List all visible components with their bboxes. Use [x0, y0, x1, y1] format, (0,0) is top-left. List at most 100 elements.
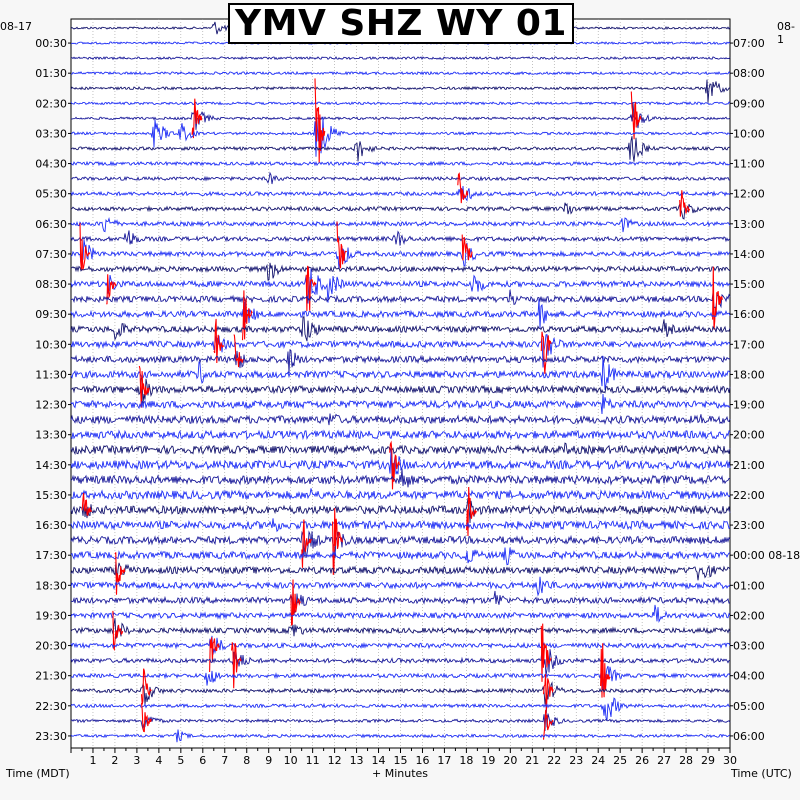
x-tick-label: 4 [155, 754, 162, 767]
event-burst [540, 331, 552, 374]
trace-row [70, 590, 731, 614]
trace-row [70, 230, 731, 246]
left-time-label: 17:30 [35, 549, 67, 562]
trace-row [70, 136, 731, 162]
left-time-label: 09:30 [35, 308, 67, 321]
x-tick-label: 7 [221, 754, 228, 767]
event-burst [314, 78, 326, 164]
event-burst [112, 610, 124, 652]
x-tick-label: 23 [569, 754, 583, 767]
event-burst [679, 190, 691, 217]
event-burst [542, 673, 554, 714]
left-time-label: 19:30 [35, 609, 67, 622]
trace-row [70, 349, 731, 373]
left-time-label: 15:30 [35, 489, 67, 502]
event-burst [301, 519, 313, 568]
right-time-label: 16:00 [733, 308, 765, 321]
event-burst [138, 365, 150, 408]
plot-area [70, 18, 731, 749]
trace-row [70, 642, 731, 677]
x-tick-label: 11 [306, 754, 320, 767]
right-time-label: 07:00 [733, 37, 765, 50]
x-tick-label: 3 [133, 754, 140, 767]
trace-row [70, 376, 731, 404]
x-tick-label: 12 [328, 754, 342, 767]
right-time-label: 23:00 [733, 519, 765, 532]
left-time-label: 13:30 [35, 429, 67, 442]
x-axis-label: + Minutes [372, 767, 429, 780]
right-time-label: 11:00 [733, 158, 765, 171]
event-burst [233, 334, 244, 368]
trace-row [70, 289, 731, 309]
x-tick-label: 8 [243, 754, 250, 767]
trace-row [70, 497, 731, 524]
trace-row [70, 355, 731, 390]
event-burst [241, 290, 253, 341]
x-tick-label: 13 [350, 754, 364, 767]
trace-row [70, 160, 731, 167]
right-time-label: 03:00 [733, 640, 765, 653]
event-burst [540, 623, 552, 682]
event-burst [140, 668, 152, 705]
trace-row [70, 79, 731, 103]
left-time-label: 23:30 [35, 730, 67, 743]
right-time-label: 08:00 [733, 67, 765, 80]
right-time-label: 22:00 [733, 489, 765, 502]
x-tick-label: 14 [372, 754, 386, 767]
trace-row [70, 55, 731, 61]
right-time-label: 19:00 [733, 399, 765, 412]
right-time-label: 10:00 [733, 127, 765, 140]
right-time-label: 06:00 [733, 730, 765, 743]
trace-row [70, 681, 731, 705]
x-tick-label: 25 [613, 754, 627, 767]
x-tick-label: 16 [415, 754, 429, 767]
left-time-label: 21:30 [35, 670, 67, 683]
event-burst [630, 91, 642, 140]
x-tick-label: 30 [723, 754, 737, 767]
event-burst [290, 579, 301, 627]
x-tick-label: 5 [177, 754, 184, 767]
event-burst [336, 221, 347, 269]
left-time-label: 22:30 [35, 700, 67, 713]
event-burst [461, 234, 473, 261]
left-axis-label: Time (MDT) [6, 767, 70, 780]
right-time-label: 21:00 [733, 459, 765, 472]
left-time-label: 16:30 [35, 519, 67, 532]
x-tick-label: 2 [111, 754, 118, 767]
trace-row [70, 618, 731, 639]
x-tick-label: 27 [657, 754, 671, 767]
event-burst [389, 440, 401, 490]
trace-row [70, 442, 731, 456]
left-time-label: 20:30 [35, 640, 67, 653]
trace-row [70, 449, 731, 483]
x-tick-label: 21 [525, 754, 539, 767]
left-time-label: 18:30 [35, 579, 67, 592]
trace-row [70, 201, 731, 220]
trace-row [70, 729, 731, 743]
right-time-label: 04:00 [733, 670, 765, 683]
left-time-label: 14:30 [35, 459, 67, 472]
trace-row [70, 518, 731, 533]
x-tick-label: 19 [481, 754, 495, 767]
trace-row [70, 530, 731, 559]
right-time-label: 12:00 [733, 188, 765, 201]
right-time-label: 18:00 [733, 368, 765, 381]
right-time-label: 13:00 [733, 218, 765, 231]
right-axis-label: Time (UTC) [731, 767, 792, 780]
x-tick-label: 17 [437, 754, 451, 767]
trace-row [70, 604, 731, 623]
trace-row [70, 70, 731, 76]
trace-row [70, 429, 731, 441]
event-burst [332, 507, 343, 575]
event-burst [542, 710, 554, 740]
x-tick-label: 1 [89, 754, 96, 767]
x-tick-label: 28 [679, 754, 693, 767]
right-time-label: 17:00 [733, 338, 765, 351]
trace-row [70, 268, 731, 304]
trace-row [70, 394, 731, 415]
x-tick-label: 24 [591, 754, 605, 767]
x-tick-label: 26 [635, 754, 649, 767]
trace-row [70, 547, 731, 566]
trace-row [70, 239, 731, 270]
